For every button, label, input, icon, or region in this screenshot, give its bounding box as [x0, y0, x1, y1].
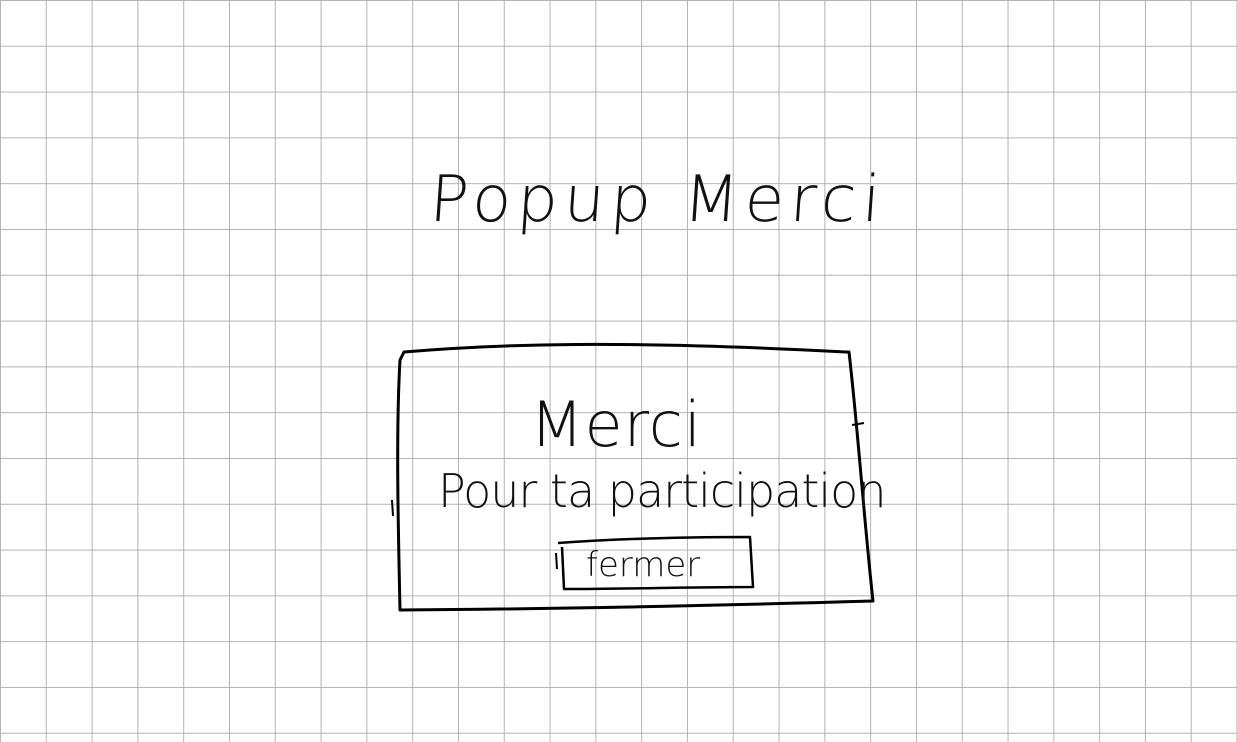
- popup-heading: Merci: [530, 388, 703, 461]
- close-button[interactable]: fermer: [555, 535, 755, 591]
- popup-message: Pour ta participation: [438, 464, 886, 518]
- close-button-outline: [555, 535, 755, 591]
- page-title: Popup Merci: [427, 163, 889, 237]
- thank-you-popup: Merci Pour ta participation fermer: [400, 345, 886, 607]
- close-button-label: fermer: [586, 545, 701, 585]
